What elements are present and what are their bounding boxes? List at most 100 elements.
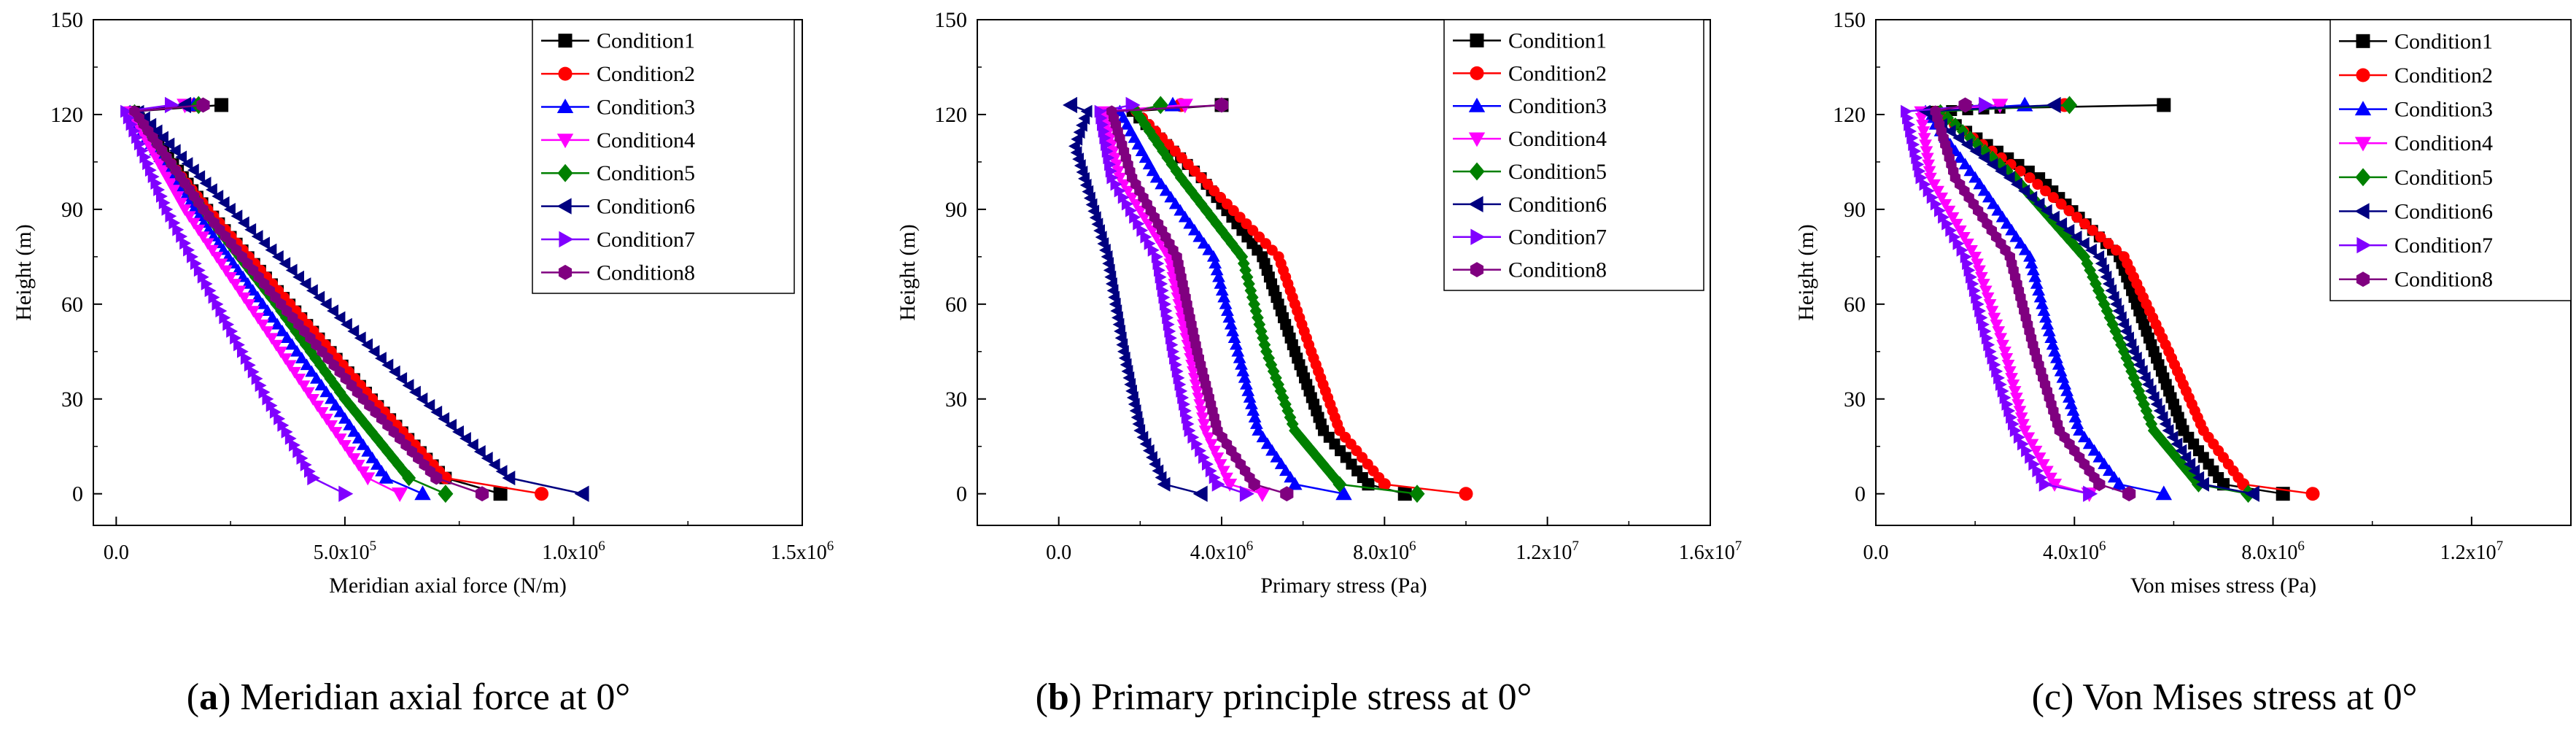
legend-label: Condition2 [1508, 61, 1607, 85]
data-point [1981, 292, 1995, 304]
data-point [1189, 379, 1203, 391]
y-tick-label: 90 [945, 198, 967, 222]
data-point [1978, 151, 1990, 165]
data-point [311, 400, 325, 412]
data-point [269, 339, 283, 352]
data-point [1183, 217, 1197, 229]
data-point [1201, 432, 1215, 444]
data-point [1139, 437, 1152, 451]
data-point [193, 170, 206, 184]
data-point [176, 96, 192, 114]
data-point [1996, 339, 2009, 352]
data-point [2093, 477, 2106, 492]
data-point [2077, 236, 2090, 250]
data-point [2014, 236, 2028, 249]
data-point [338, 440, 352, 452]
x-tick-label: 0.0 [1863, 541, 1889, 564]
data-point [493, 487, 508, 501]
data-point [375, 464, 388, 476]
data-point [1248, 477, 1260, 492]
data-point [187, 217, 201, 230]
data-point [279, 353, 292, 366]
data-point [1270, 450, 1284, 463]
data-point [292, 374, 306, 385]
data-point [2125, 338, 2137, 352]
data-point [251, 230, 263, 243]
data-point [360, 472, 376, 486]
legend-marker [2355, 168, 2371, 187]
data-point [2005, 223, 2018, 236]
data-point [430, 405, 443, 419]
data-point [230, 209, 243, 223]
data-point [238, 292, 251, 304]
data-point [2119, 325, 2132, 338]
data-point [224, 202, 236, 216]
data-point [1173, 204, 1187, 216]
data-point [488, 458, 500, 471]
data-point [1977, 184, 1991, 196]
legend-label: Condition7 [2394, 234, 2493, 258]
data-point [1168, 197, 1182, 209]
data-point [1136, 431, 1149, 444]
y-tick-label: 60 [945, 293, 967, 317]
data-point [1280, 486, 1294, 502]
data-point [1256, 431, 1270, 443]
data-point [260, 326, 274, 339]
legend-label: Condition6 [1508, 193, 1607, 217]
legend-box [532, 19, 795, 294]
x-tick-label: 5.0x105 [314, 539, 376, 564]
data-point [1192, 230, 1206, 242]
legend-label: Condition7 [597, 228, 695, 252]
data-point [409, 385, 421, 399]
data-point [357, 438, 370, 450]
chart-caption: (c) Von Mises stress at 0° [2032, 676, 2418, 718]
legend-marker [1470, 262, 1484, 278]
data-point [1195, 172, 1207, 184]
data-point [233, 285, 247, 298]
data-point [260, 304, 274, 316]
data-point [1973, 177, 1987, 190]
data-point [307, 470, 321, 486]
data-point [1221, 198, 1233, 210]
data-point [1917, 126, 1931, 138]
data-point [313, 290, 325, 304]
legend-marker [556, 198, 572, 215]
data-point [391, 487, 408, 503]
data-point [2040, 185, 2052, 197]
data-point [466, 439, 478, 452]
data-point [2044, 472, 2057, 485]
data-point [452, 425, 464, 439]
data-point [1958, 97, 1972, 113]
data-point [1205, 439, 1218, 451]
data-point [214, 98, 229, 112]
data-point [416, 392, 428, 406]
data-point [1222, 478, 1238, 492]
data-point [347, 325, 360, 338]
data-point [205, 183, 217, 196]
data-point [2071, 212, 2083, 223]
data-point [306, 284, 318, 298]
data-point [2009, 230, 2023, 242]
data-point [2010, 177, 2022, 191]
legend-marker [2356, 34, 2370, 48]
data-point [300, 358, 314, 371]
data-point [1284, 471, 1297, 483]
legend-marker [558, 34, 573, 48]
data-point [2133, 358, 2145, 371]
data-point [1176, 99, 1193, 114]
data-point [1990, 319, 2003, 331]
data-point [212, 190, 224, 203]
data-point [1958, 158, 1972, 170]
data-point [214, 258, 228, 271]
legend-label: Condition8 [1508, 258, 1607, 282]
data-point [2153, 404, 2165, 417]
data-point [1983, 299, 1997, 311]
data-point [156, 165, 170, 177]
data-point [361, 338, 373, 352]
data-point [1260, 437, 1274, 449]
data-point [1146, 450, 1157, 464]
legend-label: Condition4 [1508, 127, 1607, 151]
series-line-6 [137, 104, 583, 495]
data-point [160, 171, 174, 184]
data-point [290, 344, 303, 357]
